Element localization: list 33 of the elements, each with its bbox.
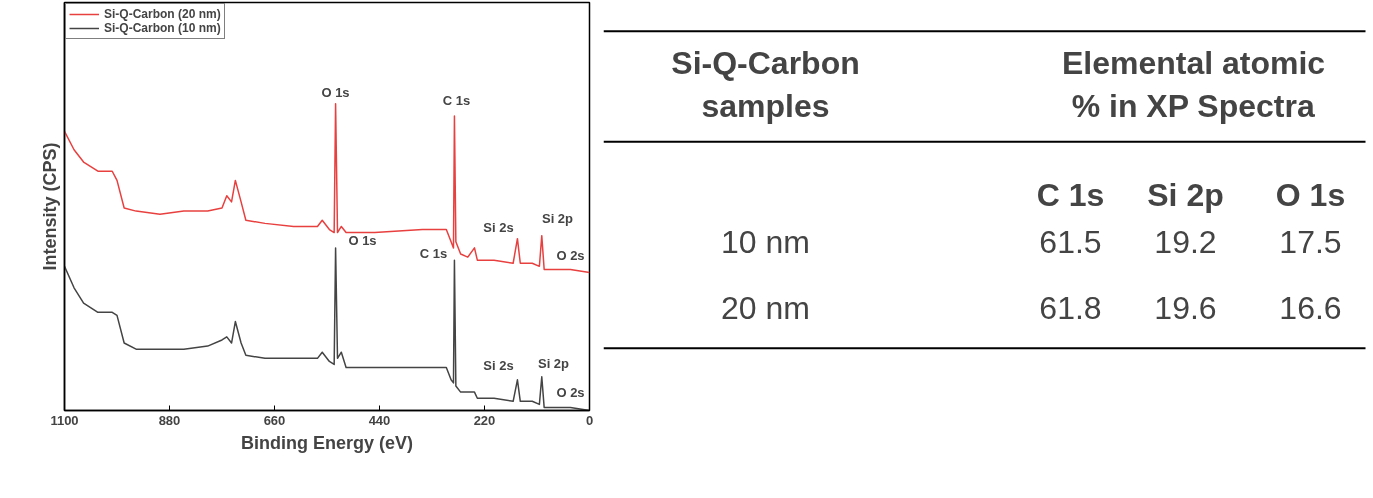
x-axis-title: Binding Energy (eV) [240,432,414,453]
text: 61.8 [1039,290,1102,327]
annotation: O 2s [556,384,585,400]
annotation: Si 2s [483,219,514,235]
annotation: O 1s [348,232,377,248]
text: 19.6 [1154,290,1217,327]
category-label: Si 2p [1147,177,1224,214]
x-tick-label: 1100 [50,412,79,428]
x-tick-label: 440 [368,412,391,428]
text: 16.6 [1279,290,1342,327]
legend-label: Si-Q-Carbon (20 nm) [104,7,221,21]
annotation: Si 2p [537,355,570,371]
x-tick-label: 880 [158,412,181,428]
x-tick-label: 220 [473,412,496,428]
x-tick-label: 0 [585,412,594,428]
annotation: O 2s [556,247,585,263]
annotation: C 1s [419,245,448,261]
annotation: C 1s [442,92,471,108]
legend-label: Si-Q-Carbon (10 nm) [104,21,221,35]
text: 19.2 [1154,223,1217,260]
text: Si-Q-Carbon samples [671,45,860,124]
category-label: 10 nm [721,223,810,260]
text: 17.5 [1279,223,1342,260]
text: 61.5 [1039,223,1102,260]
text: Elemental atomic % in XP Spectra [1061,45,1326,124]
text: O 1s [321,84,350,100]
x-tick-label: 660 [263,412,286,428]
category-label: 20 nm [721,290,810,327]
category-label: O 1s [1275,177,1346,214]
category-label: C 1s [1036,177,1105,214]
annotation: Si 2s [483,357,514,373]
annotation: Si 2p [541,210,574,226]
y-axis-title: Intensity (CPS) [39,142,60,271]
